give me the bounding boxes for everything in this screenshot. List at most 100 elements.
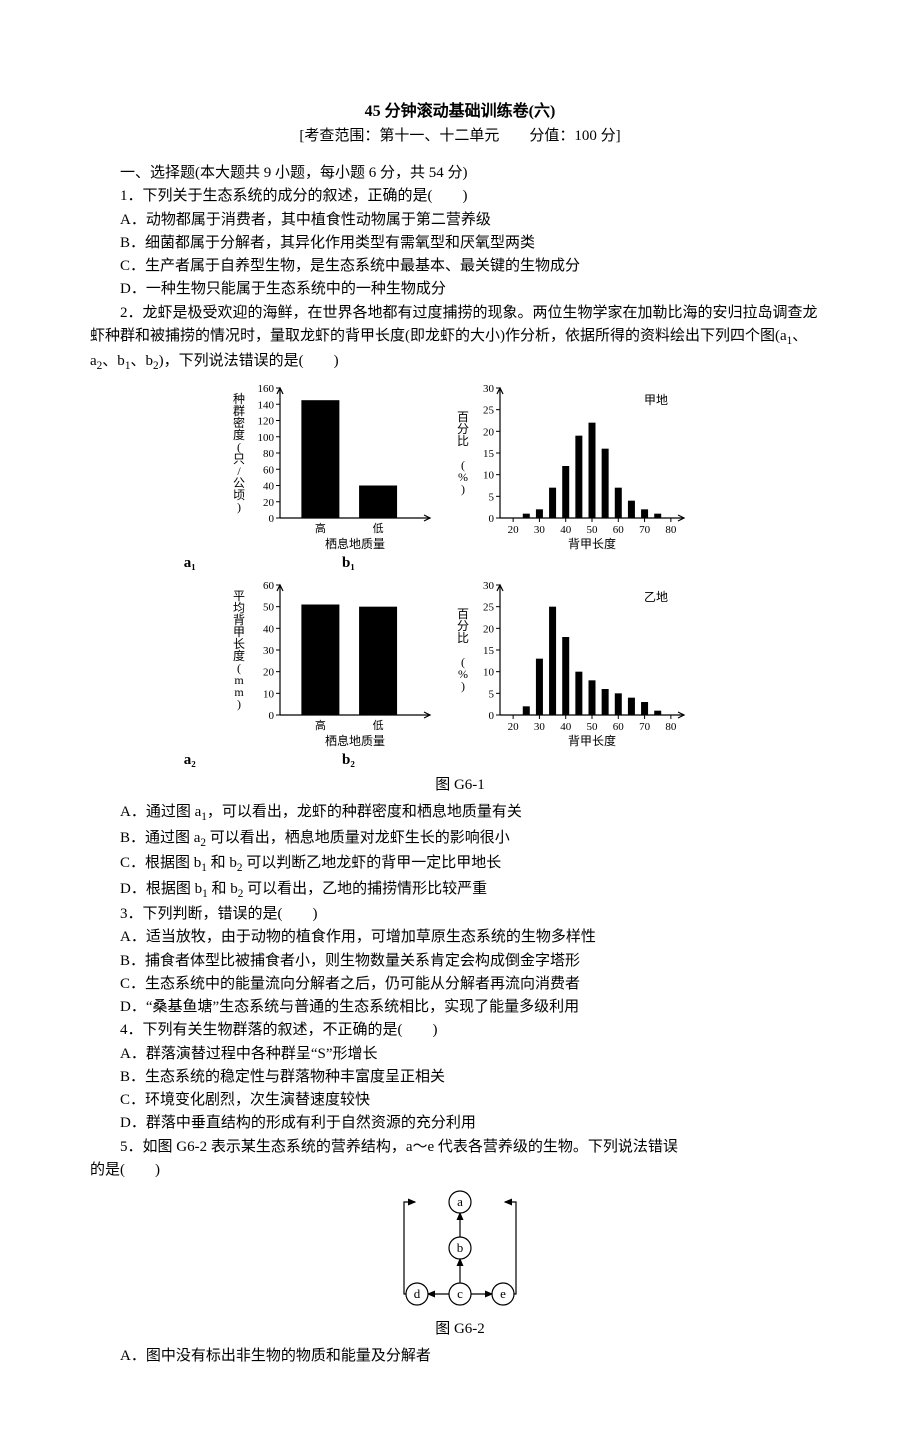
svg-text:30: 30 [534,524,546,536]
svg-text:高: 高 [315,521,326,535]
svg-text:60: 60 [613,721,625,733]
svg-text:50: 50 [587,721,599,733]
q2-b: B．通过图 a2 可以看出，栖息地质量对龙虾生长的影响很小 [90,827,830,852]
svg-text:c: c [457,1286,463,1301]
svg-text:20: 20 [508,721,520,733]
q2c-mid: 和 b [207,855,237,871]
q2-fig-caption: 图 G6-1 [90,774,830,797]
subtitle-score: 分值：100 分] [529,128,620,144]
svg-text:70: 70 [639,524,651,536]
svg-text:60: 60 [263,580,275,592]
title-block: 45 分钟滚动基础训练卷(六) [考查范围：第十一、十二单元 分值：100 分] [90,100,830,148]
svg-text:100: 100 [258,431,275,443]
svg-text:): ) [237,500,241,514]
svg-text:140: 140 [258,399,275,411]
q2d-mid: 和 b [208,881,238,897]
row2-labels: a₂ b₂ [90,749,830,772]
svg-text:50: 50 [587,524,599,536]
svg-text:高: 高 [315,718,326,732]
q2c-pre: C．根据图 b [120,855,201,871]
svg-text:40: 40 [560,721,572,733]
q1-c: C．生产者属于自养型生物，是生态系统中最基本、最关键的生物成分 [90,255,830,278]
q2-p1a: 2．龙虾是极受欢迎的海鲜，在世界各地都有过度捕捞的现象。两位生物学家在加勒比海的… [90,305,818,344]
q2b-pre: B．通过图 a [120,830,200,846]
q3-b: B．捕食者体型比被捕食者小，则生物数量关系肯定会构成倒金字塔形 [90,950,830,973]
svg-text:80: 80 [665,524,677,536]
svg-text:40: 40 [263,480,275,492]
q5-stem-tail: 的是( ) [90,1159,830,1182]
q2-charts: 020406080100120140160高低栖息地质量种群密度(只/公顷) 0… [90,382,830,798]
svg-text:低: 低 [373,522,384,535]
svg-text:25: 25 [483,404,495,416]
svg-text:乙地: 乙地 [644,590,668,604]
svg-text:30: 30 [263,645,275,657]
svg-text:0: 0 [489,513,495,525]
q4-b: B．生态系统的稳定性与群落物种丰富度呈正相关 [90,1066,830,1089]
q2-c: C．根据图 b1 和 b2 可以判断乙地龙虾的背甲一定比甲地长 [90,852,830,877]
q1-a: A．动物都属于消费者，其中植食性动物属于第二营养级 [90,209,830,232]
b2-label: b₂ [342,752,355,768]
svg-text:b: b [457,1240,464,1255]
svg-text:栖息地质量: 栖息地质量 [325,733,385,748]
svg-text:甲地: 甲地 [644,393,668,407]
svg-text:80: 80 [665,721,677,733]
q4-stem: 4．下列有关生物群落的叙述，不正确的是( ) [90,1019,830,1042]
exam-title: 45 分钟滚动基础训练卷(六) [90,100,830,125]
svg-text:25: 25 [483,602,495,614]
chart-a1: 020406080100120140160高低栖息地质量种群密度(只/公顷) [228,382,438,552]
q1-b: B．细菌都属于分解者，其异化作用类型有需氧型和厌氧型两类 [90,232,830,255]
svg-text:70: 70 [639,721,651,733]
svg-text:a: a [457,1194,463,1209]
q2d-post: 可以看出，乙地的捕捞情形比较严重 [243,881,487,897]
q5-diagram: abdce [90,1186,830,1316]
svg-text:0: 0 [269,513,275,525]
subtitle-scope: [考查范围：第十一、十二单元 [299,128,499,144]
svg-text:15: 15 [483,645,495,657]
q2c-post: 可以判断乙地龙虾的背甲一定比甲地长 [243,855,502,871]
svg-text:40: 40 [263,623,275,635]
q2-p1m2: 、b [102,353,125,369]
svg-text:0: 0 [269,710,275,722]
q2d-pre: D．根据图 b [120,881,202,897]
q4-c: C．环境变化剧烈，次生演替速度较快 [90,1089,830,1112]
q2-d: D．根据图 b1 和 b2 可以看出，乙地的捕捞情形比较严重 [90,878,830,903]
svg-text:5: 5 [489,491,495,503]
svg-text:比: 比 [457,434,469,448]
svg-text:): ) [461,679,465,693]
svg-text:0: 0 [489,710,495,722]
q2a-post: ，可以看出，龙虾的种群密度和栖息地质量有关 [207,804,522,820]
a2-label: a₂ [184,752,196,768]
svg-text:60: 60 [263,464,275,476]
svg-text:5: 5 [489,688,495,700]
svg-text:30: 30 [483,580,495,592]
q5-pre: 5．如图 G6-2 表示某生态系统的营养结构，a～e 代表各营养级的生物。下列说… [120,1139,678,1155]
chart-row-2: 0102030405060高低栖息地质量平均背甲长度(mm) 051015202… [90,579,830,749]
svg-text:20: 20 [263,667,275,679]
chart-row-1: 020406080100120140160高低栖息地质量种群密度(只/公顷) 0… [90,382,830,552]
q4-d: D．群落中垂直结构的形成有利于自然资源的充分利用 [90,1112,830,1135]
q2a-pre: A．通过图 a [120,804,201,820]
q2b-post: 可以看出，栖息地质量对龙虾生长的影响很小 [206,830,510,846]
q3-d: D．“桑基鱼塘”生态系统与普通的生态系统相比，实现了能量多级利用 [90,996,830,1019]
svg-text:50: 50 [263,602,275,614]
svg-text:d: d [414,1286,421,1301]
exam-subtitle: [考查范围：第十一、十二单元 分值：100 分] [90,125,830,148]
q2-p1tail: )，下列说法错误的是( ) [159,353,339,369]
svg-text:10: 10 [263,688,275,700]
svg-text:15: 15 [483,448,495,460]
svg-text:40: 40 [560,524,572,536]
svg-text:): ) [237,697,241,711]
svg-text:60: 60 [613,524,625,536]
chart-a2: 0102030405060高低栖息地质量平均背甲长度(mm) [228,579,438,749]
q3-stem: 3．下列判断，错误的是( ) [90,903,830,926]
q2-a: A．通过图 a1，可以看出，龙虾的种群密度和栖息地质量有关 [90,801,830,826]
b1-label: b₁ [342,555,355,571]
svg-text:栖息地质量: 栖息地质量 [325,536,385,551]
q1-d: D．一种生物只能属于生态系统中的一种生物成分 [90,278,830,301]
chart-b1: 05101520253020304050607080背甲长度甲地百分比 (%) [452,382,692,552]
svg-text:80: 80 [263,448,275,460]
chart-b2: 05101520253020304050607080背甲长度乙地百分比 (%) [452,579,692,749]
svg-text:160: 160 [258,383,275,395]
a1-label: a₁ [184,555,196,571]
section-1-header: 一、选择题(本大题共 9 小题，每小题 6 分，共 54 分) [90,162,830,185]
